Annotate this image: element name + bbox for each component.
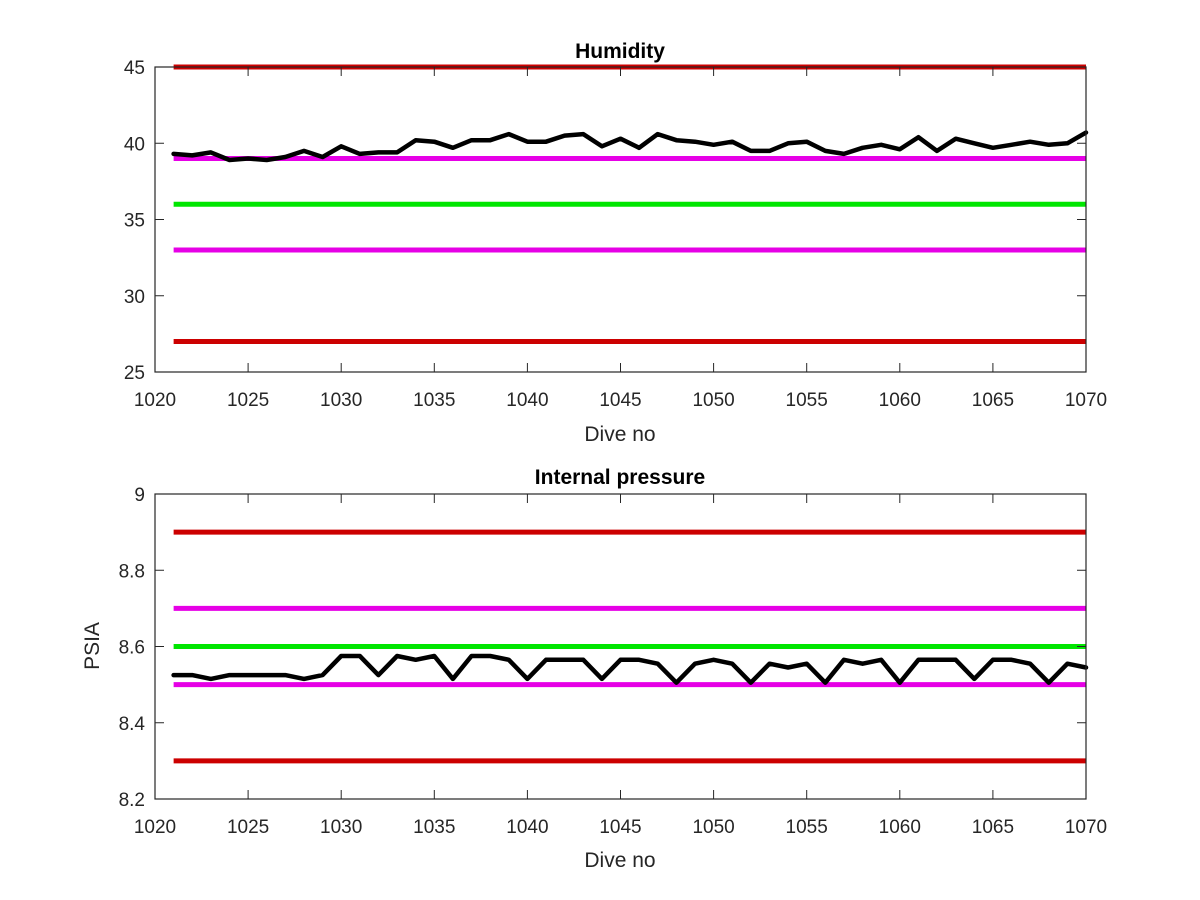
internal-pressure-plot-area [171, 529, 1089, 764]
humidity-y-tick-label: 40 [124, 134, 145, 155]
internal-pressure-x-tick-label: 1050 [692, 817, 734, 838]
humidity-y-tick-label: 35 [124, 211, 145, 232]
humidity-x-tick-label: 1025 [227, 390, 269, 411]
internal-pressure-y-tick-label: 8.2 [119, 790, 145, 811]
internal-pressure-series-line [171, 653, 1089, 685]
humidity-x-tick-label: 1060 [879, 390, 921, 411]
internal-pressure-ticks: 1020 1025 1030 1035 1040 1045 1050 1055 1060 1065… [119, 485, 1108, 838]
internal-pressure-x-tick-label: 1070 [1065, 817, 1107, 838]
humidity-series-line [171, 130, 1089, 163]
internal-pressure-x-tick-label: 1055 [786, 817, 828, 838]
internal-pressure-x-tick-label: 1040 [506, 817, 548, 838]
internal-pressure-x-tick-label: 1065 [972, 817, 1014, 838]
internal-pressure-x-tick-label: 1045 [599, 817, 641, 838]
humidity-x-tick-label: 1070 [1065, 390, 1107, 411]
internal-pressure-y-tick-label: 9 [134, 485, 145, 506]
internal-pressure-y-tick-label: 8.4 [119, 714, 146, 735]
humidity-x-tick-label: 1065 [972, 390, 1014, 411]
internal-pressure-y-axis-label: PSIA [81, 622, 104, 670]
humidity-y-tick-label: 30 [124, 287, 145, 308]
internal-pressure-x-tick-label: 1025 [227, 817, 269, 838]
internal-pressure-x-tick-label: 1030 [320, 817, 362, 838]
humidity-x-tick-label: 1055 [786, 390, 828, 411]
internal-pressure-x-tick-label: 1060 [879, 817, 921, 838]
internal-pressure-title: Internal pressure [535, 466, 705, 489]
internal-pressure-y-tick-label: 8.6 [119, 638, 145, 659]
humidity-x-tick-label: 1050 [692, 390, 734, 411]
internal-pressure-x-tick-label: 1035 [413, 817, 455, 838]
humidity-x-axis-label: Dive no [584, 423, 655, 446]
humidity-panel: Humidity 1020 1025 1030 1035 1040 1045 1050 105… [124, 40, 1107, 446]
internal-pressure-x-axis-label: Dive no [584, 849, 655, 872]
internal-pressure-y-tick-label: 8.8 [119, 561, 145, 582]
humidity-y-tick-label: 45 [124, 58, 145, 79]
humidity-ticks: 1020 1025 1030 1035 1040 1045 1050 1055 1060 1065… [124, 58, 1107, 411]
humidity-y-tick-label: 25 [124, 363, 145, 384]
humidity-x-tick-label: 1045 [599, 390, 641, 411]
internal-pressure-panel: Internal pressure 1020 1025 1030 1035 1040 10… [81, 466, 1107, 872]
internal-pressure-x-tick-label: 1020 [134, 817, 176, 838]
humidity-x-tick-label: 1035 [413, 390, 455, 411]
humidity-x-tick-label: 1020 [134, 390, 176, 411]
humidity-title: Humidity [575, 40, 665, 63]
humidity-x-tick-label: 1040 [506, 390, 548, 411]
humidity-x-tick-label: 1030 [320, 390, 362, 411]
